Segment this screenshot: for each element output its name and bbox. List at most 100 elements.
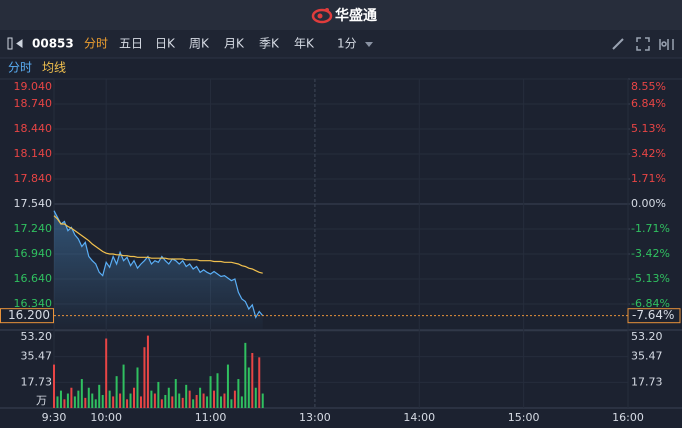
volume-unit: 万 <box>36 394 47 407</box>
volume-tick-label: 17.73 <box>21 375 53 388</box>
fullscreen-icon[interactable] <box>636 37 650 51</box>
x-tick-label: 14:00 <box>403 411 435 424</box>
volume-bar <box>251 353 254 408</box>
volume-bar <box>195 394 198 408</box>
volume-bar <box>171 396 174 408</box>
interval-select[interactable]: 1分 <box>337 37 357 51</box>
top-bar <box>0 0 682 30</box>
volume-bar <box>199 387 202 408</box>
series-line <box>53 215 263 274</box>
volume-bar <box>129 393 132 408</box>
volume-tick-label: 35.47 <box>21 350 53 363</box>
x-tick-label: 15:00 <box>508 411 540 424</box>
series-line <box>53 210 264 319</box>
y2-tick-label: 6.84% <box>631 97 666 110</box>
volume-bar <box>192 399 195 408</box>
volume-bar <box>178 393 181 408</box>
volume-bar <box>63 399 66 408</box>
y-tick-label: 18.440 <box>14 122 53 135</box>
y-tick-label: 19.040 <box>14 80 53 93</box>
logo-icon <box>311 8 333 24</box>
volume-bar <box>77 390 80 408</box>
y-tick-label: 17.840 <box>14 172 53 185</box>
y-tick-label: 16.340 <box>14 297 53 310</box>
volume-bar <box>59 390 62 408</box>
volume-bar <box>230 399 233 408</box>
y2-tick-label: -5.13% <box>631 272 670 285</box>
y2-tick-label: 3.42% <box>631 147 666 160</box>
price-area <box>54 210 263 329</box>
y-tick-label: 16.940 <box>14 247 53 260</box>
volume-bar <box>219 396 222 408</box>
volume-bar <box>160 399 163 408</box>
tab[interactable]: 分时 <box>84 37 108 51</box>
tab[interactable]: 季K <box>259 37 280 51</box>
x-tick-label: 9:30 <box>42 411 67 424</box>
volume-bar <box>56 396 59 408</box>
volume-bar <box>202 393 205 408</box>
y2-tick-label: -1.71% <box>631 222 670 235</box>
volume-bar <box>174 379 177 408</box>
volume-bar <box>244 342 247 408</box>
tab[interactable]: 日K <box>155 37 176 51</box>
volume-bar <box>139 396 142 408</box>
toolbar <box>0 30 682 58</box>
y2-tick-label: -6.84% <box>631 297 670 310</box>
volume-bar <box>209 376 212 408</box>
tab[interactable]: 年K <box>294 37 315 51</box>
volume-bar <box>261 393 264 408</box>
volume-bar <box>91 393 94 408</box>
tab[interactable]: 月K <box>224 37 245 51</box>
current-change-label: -7.64% <box>632 308 674 322</box>
volume-bar <box>136 367 139 408</box>
y2-tick-label: 0.00% <box>631 197 666 210</box>
volume-tick-label-right: 35.47 <box>631 350 663 363</box>
x-tick-label: 13:00 <box>299 411 331 424</box>
volume-bar <box>181 397 184 408</box>
settings-icon[interactable] <box>659 39 674 50</box>
volume-bar <box>188 390 191 408</box>
volume-bar <box>70 387 73 408</box>
volume-bar <box>112 396 115 408</box>
app-title: 华盛通 <box>335 7 377 24</box>
volume-bar <box>237 379 240 408</box>
x-tick-label: 11:00 <box>195 411 227 424</box>
y2-tick-label: 8.55% <box>631 80 666 93</box>
volume-bar <box>108 390 111 408</box>
volume-tick-label: 53.20 <box>21 330 53 343</box>
volume-bar <box>164 394 167 408</box>
y2-tick-label: -3.42% <box>631 247 670 260</box>
x-tick-label: 16:00 <box>612 411 644 424</box>
volume-bar <box>84 397 87 408</box>
x-tick-label: 10:00 <box>90 411 122 424</box>
dropdown-arrow[interactable] <box>365 42 373 47</box>
current-price-box <box>0 308 54 324</box>
y-tick-label: 16.640 <box>14 272 53 285</box>
volume-bar <box>98 384 101 408</box>
volume-bar <box>240 396 243 408</box>
tab[interactable]: 五日 <box>119 37 143 51</box>
volume-bar <box>80 379 83 408</box>
volume-bar <box>157 381 160 408</box>
volume-bar <box>206 396 209 408</box>
edit-icon[interactable] <box>612 38 624 50</box>
volume-bar <box>167 387 170 408</box>
volume-bar <box>66 393 69 408</box>
volume-bar <box>126 399 129 408</box>
volume-tick-label-right: 53.20 <box>631 330 663 343</box>
volume-bar <box>53 364 55 408</box>
volume-bar <box>133 387 136 408</box>
y2-tick-label: 5.13% <box>631 122 666 135</box>
tab[interactable]: 周K <box>189 37 210 51</box>
legend-entry: 分时 <box>8 61 32 75</box>
volume-bar <box>143 347 146 408</box>
symbol: 00853 <box>32 37 74 51</box>
y2-tick-label: 1.71% <box>631 172 666 185</box>
volume-bar <box>233 390 236 408</box>
volume-bar <box>153 393 156 408</box>
volume-bar <box>254 387 257 408</box>
volume-bar <box>101 394 104 408</box>
collapse-icon[interactable] <box>7 37 23 50</box>
volume-bar <box>122 364 125 408</box>
